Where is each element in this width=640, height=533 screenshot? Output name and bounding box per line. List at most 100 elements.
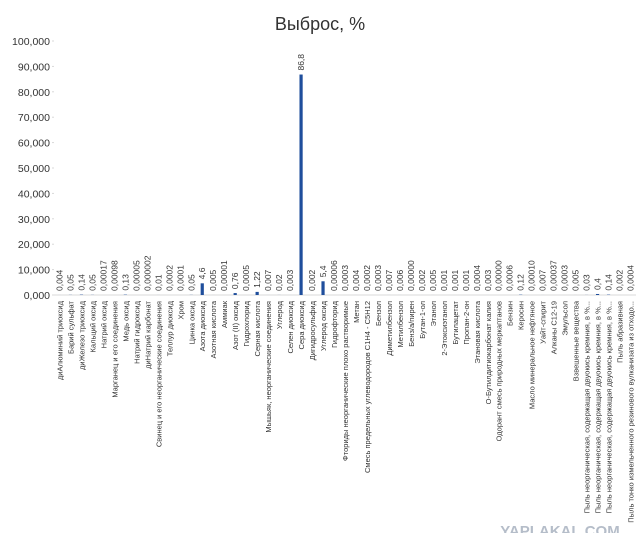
value-label: 0,007 xyxy=(384,269,394,291)
x-tick-label: Марганец и его соединения xyxy=(110,301,119,398)
bar xyxy=(321,281,325,295)
x-tick-label: Гидрофторид xyxy=(330,300,339,347)
value-label: 0,002 xyxy=(307,269,317,291)
x-tick-label: Гидрохлорид xyxy=(242,300,251,346)
value-label: 0,02 xyxy=(274,274,284,291)
value-label: 0,05 xyxy=(87,274,97,291)
value-label: 4,6 xyxy=(197,267,207,279)
x-tick-label: Натрий гидроксид xyxy=(132,300,141,363)
y-tick-label: 70,000 xyxy=(18,112,50,124)
value-label: 0,003 xyxy=(285,269,295,291)
x-tick-label: Азота диоксид xyxy=(198,300,207,351)
x-tick-label: диАлюминий триоксид xyxy=(55,300,64,380)
y-tick-label: 90,000 xyxy=(18,61,50,73)
value-label: 0,0004 xyxy=(626,265,636,291)
x-tick-label: диЖелезо триоксид xyxy=(77,300,86,370)
value-label: 0,05 xyxy=(186,274,196,291)
bar xyxy=(255,291,259,295)
x-tick-label: Этанол xyxy=(429,301,438,326)
x-tick-label: Масло минеральное нефтяное xyxy=(528,301,537,409)
x-tick-label: Эмульсол xyxy=(561,301,570,336)
x-tick-label: Селен диоксид xyxy=(286,300,295,353)
value-label: 0,00000 xyxy=(494,260,504,291)
value-label: 0,001 xyxy=(439,269,449,291)
value-label: 0,001 xyxy=(450,269,460,291)
y-tick-label: 100,000 xyxy=(12,36,50,48)
y-tick-label: 10,000 xyxy=(18,265,50,277)
chart-title: Выброс, % xyxy=(275,14,365,34)
value-label: 0,000002 xyxy=(142,255,152,291)
x-tick-label: Пыль неорганическая, содержащая двуокись… xyxy=(583,301,592,513)
x-tick-label: Сера диоксид xyxy=(297,300,306,349)
value-label: 0,004 xyxy=(351,269,361,291)
y-tick-label: 20,000 xyxy=(18,239,50,251)
value-label: 0,0005 xyxy=(241,265,251,291)
y-tick-label: 50,000 xyxy=(18,163,50,175)
x-tick-label: Смесь предельных углеводородов C1H4 - C5… xyxy=(363,301,372,473)
value-label: 0,001 xyxy=(461,269,471,291)
value-label: 0,005 xyxy=(428,269,438,291)
value-label: 0,03 xyxy=(582,274,592,291)
value-label: 0,0004 xyxy=(472,265,482,291)
x-tick-label: Бензин xyxy=(506,301,515,326)
value-label: 1,22 xyxy=(252,271,262,288)
x-tick-label: Взвешенные вещества xyxy=(572,300,581,381)
value-label: 0,0006 xyxy=(505,265,515,291)
value-label: 0,0002 xyxy=(164,265,174,291)
x-tick-label: Азотная кислота xyxy=(209,300,218,358)
x-tick-label: Аммиак xyxy=(220,300,229,328)
x-tick-label: Бензол xyxy=(374,301,383,326)
value-label: 0,0002 xyxy=(362,265,372,291)
value-label: 0,003 xyxy=(483,269,493,291)
value-label: 0,05 xyxy=(65,274,75,291)
x-tick-label: 2-Этоксиэтанол xyxy=(440,301,449,356)
value-label: 0,00005 xyxy=(131,260,141,291)
x-tick-label: Этановая кислота xyxy=(473,300,482,363)
y-tick-label: 60,000 xyxy=(18,138,50,150)
x-tick-label: Натрий оксид xyxy=(99,300,108,348)
watermark: YAPLAKAL.COM xyxy=(500,523,619,533)
value-label: 0,00010 xyxy=(527,260,537,291)
y-tick-label: 80,000 xyxy=(18,87,50,99)
x-tick-label: Углерод xyxy=(275,300,284,329)
x-tick-label: Метилбензол xyxy=(396,301,405,348)
value-label: 0,0003 xyxy=(373,265,383,291)
bar xyxy=(200,283,204,295)
value-label: 0,0003 xyxy=(560,265,570,291)
x-tick-label: Кальций оксид xyxy=(88,300,97,352)
value-label: 0,0003 xyxy=(340,265,350,291)
value-label: 0,13 xyxy=(120,274,130,291)
value-label: 0,14 xyxy=(76,274,86,291)
x-tick-label: Дигидросульфид xyxy=(308,300,317,360)
x-tick-label: Одорант смесь природных меркаптанов xyxy=(495,301,504,441)
x-tick-label: Алканы C12-19 xyxy=(550,301,559,354)
value-label: 0,00037 xyxy=(549,260,559,291)
value-label: 0,005 xyxy=(208,269,218,291)
x-tick-label: Серная кислота xyxy=(253,300,262,356)
x-tick-label: Азот (II) оксид xyxy=(231,300,240,350)
value-label: 0,76 xyxy=(230,272,240,289)
x-tick-label: Теллур диоксид xyxy=(165,300,174,356)
x-tick-label: Фториды неорганические плохо растворимые xyxy=(341,301,350,461)
x-tick-label: Пыль неорганическая, содержащая двуокись… xyxy=(605,301,614,513)
x-tick-label: О-Бутилдитиокарбонат калия xyxy=(484,301,493,404)
value-label: 0,002 xyxy=(615,269,625,291)
x-tick-label: Углерод оксид xyxy=(319,300,328,351)
x-tick-label: Бутилацетат xyxy=(451,300,460,344)
value-label: 0,004 xyxy=(54,269,64,291)
x-tick-label: Медь оксид xyxy=(121,300,130,341)
value-label: 5,4 xyxy=(318,265,328,277)
value-label: 0,007 xyxy=(538,269,548,291)
value-label: 0,01 xyxy=(153,274,163,291)
x-tick-label: Уайт-спирит xyxy=(539,300,548,343)
x-tick-label: Цинка оксид xyxy=(187,300,196,344)
value-label: 0,00001 xyxy=(219,260,229,291)
bar xyxy=(299,74,303,295)
x-tick-label: Пропан-2-он xyxy=(462,301,471,345)
x-tick-label: Хром xyxy=(176,301,185,320)
x-tick-label: Мышьяк, неорганические соединения xyxy=(264,301,273,433)
value-label: 0,0001 xyxy=(175,265,185,291)
x-tick-label: Керосин xyxy=(517,301,526,330)
value-label: 0,00006 xyxy=(329,260,339,291)
